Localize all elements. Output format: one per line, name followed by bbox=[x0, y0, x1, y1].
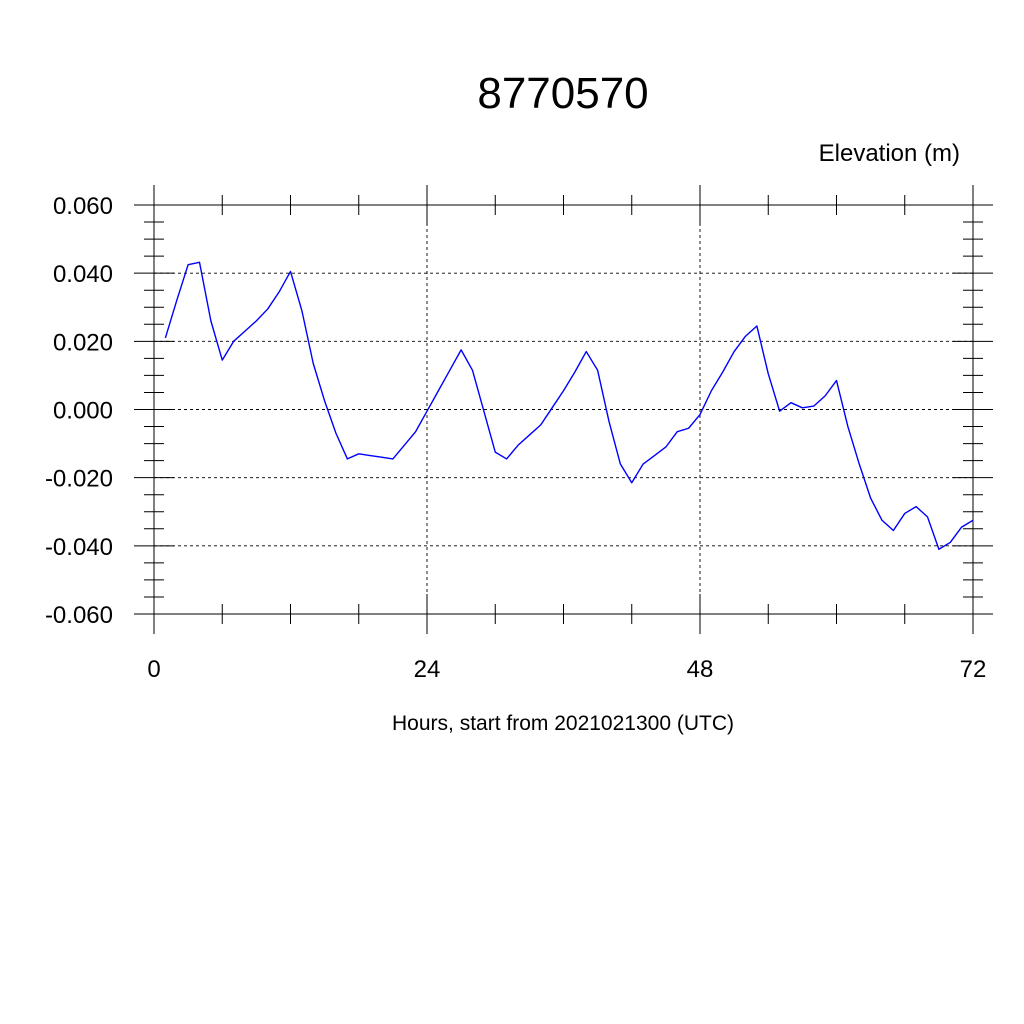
x-tick-label: 72 bbox=[960, 656, 987, 683]
elevation-line bbox=[164, 261, 974, 550]
grid-lines bbox=[153, 204, 974, 615]
x-tick-label: 24 bbox=[414, 656, 441, 683]
x-axis-label: Hours, start from 2021021300 (UTC) bbox=[392, 712, 734, 735]
y-tick-label: -0.020 bbox=[45, 466, 113, 493]
y-tick-label: 0.000 bbox=[53, 398, 113, 425]
y-tick-label: 0.040 bbox=[53, 261, 113, 288]
x-tick-label: 0 bbox=[147, 656, 160, 683]
y-tick-label: 0.060 bbox=[53, 193, 113, 220]
y-tick-label: -0.040 bbox=[45, 534, 113, 561]
chart-subtitle: Elevation (m) bbox=[819, 140, 960, 167]
y-tick-label: 0.020 bbox=[53, 329, 113, 356]
axis-ticks bbox=[134, 185, 993, 634]
series-layer bbox=[164, 261, 974, 550]
tick-labels: 0 24 48 72 -0.060 -0.040 -0.020 0.000 0.020 0.040… bbox=[45, 193, 986, 683]
chart-title: 8770570 bbox=[477, 69, 648, 118]
y-tick-label: -0.060 bbox=[45, 602, 113, 629]
x-tick-label: 48 bbox=[687, 656, 714, 683]
